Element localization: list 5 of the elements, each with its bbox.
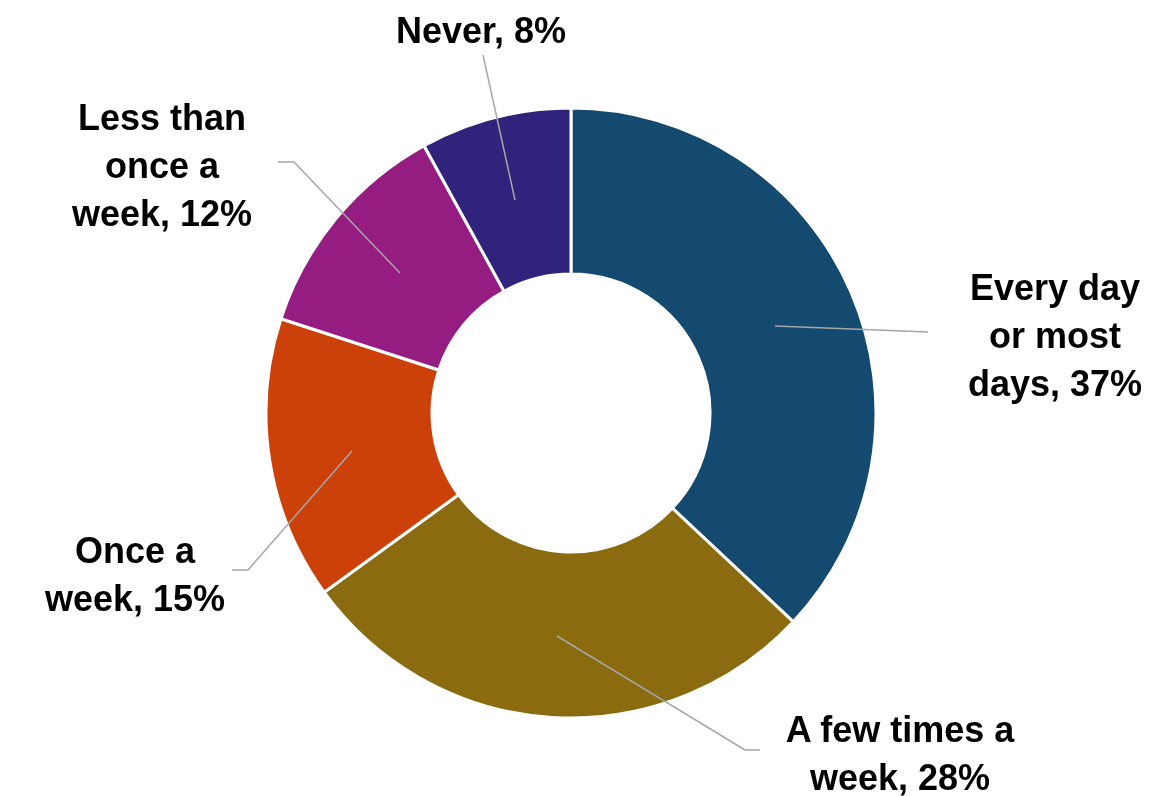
slice-label: Once a week, 15%: [43, 530, 226, 619]
slice-label: A few times a week, 28%: [785, 709, 1016, 796]
slice-label: Less than once a week, 12%: [70, 97, 253, 234]
slice-label: Never, 8%: [395, 10, 567, 51]
slice-label: Every day or most days, 37%: [967, 267, 1143, 404]
